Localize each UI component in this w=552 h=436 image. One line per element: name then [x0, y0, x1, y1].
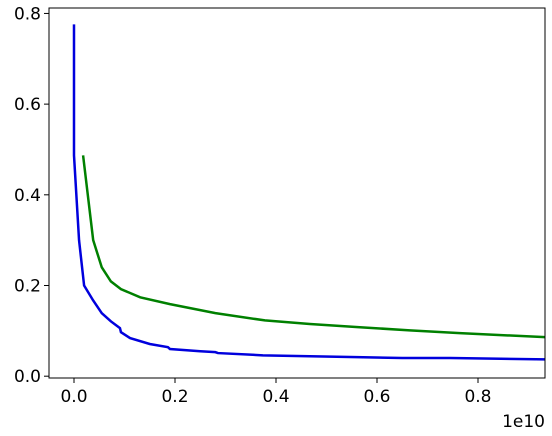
y-tick-label: 0.8 — [14, 4, 41, 24]
y-tick-label: 0.0 — [14, 367, 41, 387]
x-tick-label: 0.4 — [262, 387, 289, 407]
plot-frame — [48, 7, 546, 379]
line-series — [72, 24, 545, 361]
x-tick-label: 0.8 — [464, 387, 491, 407]
x-offset-label: 1e10 — [502, 412, 545, 432]
x-tick-label: 0.0 — [60, 387, 87, 407]
y-tick-label: 0.6 — [14, 95, 41, 115]
x-tick-label: 0.2 — [161, 387, 188, 407]
x-tick-label: 0.6 — [363, 387, 390, 407]
y-tick-label: 0.4 — [14, 186, 41, 206]
y-tick-label: 0.2 — [14, 277, 41, 297]
line-series — [81, 155, 545, 339]
